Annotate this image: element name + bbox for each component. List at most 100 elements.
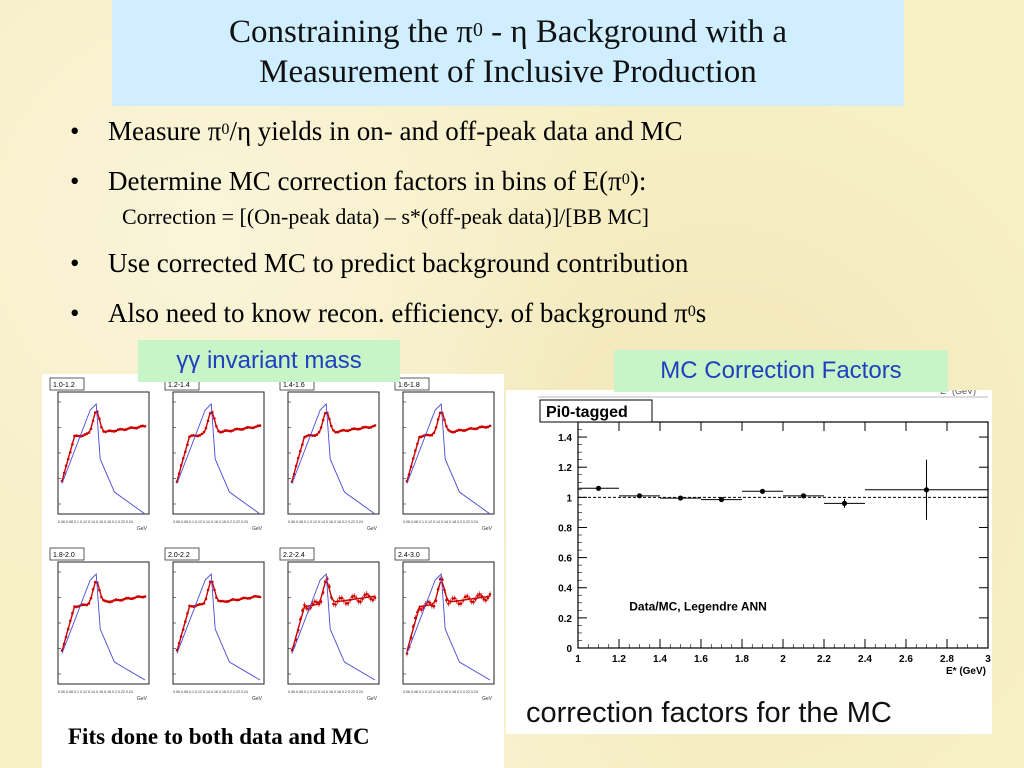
y-tick-label: 0.8 (558, 523, 572, 534)
slide-title: Constraining the π0 - η Background with … (112, 0, 904, 106)
label-mc-correction: MC Correction Factors (614, 350, 948, 392)
title-line-1: Constraining the π0 - η Background with … (229, 14, 787, 50)
mini-plot: 2.0-2.2 0.06 0.08 0.1 0.12 0.14 0.16 0.18… (164, 547, 265, 702)
mini-plot-bin-label: 1.4-1.6 (283, 382, 305, 389)
mini-plot-xunit: GeV (482, 696, 493, 702)
mini-plot-component-curve (406, 402, 491, 515)
bullet-list: • Measure π0/η yields in on- and off-pea… (70, 112, 970, 344)
mini-plot-component-curve (176, 402, 261, 515)
mini-plot-frame (57, 391, 150, 515)
data-point (677, 495, 684, 501)
title-line-2: Measurement of Inclusive Production (259, 54, 757, 90)
mini-plot-fit-curve (61, 411, 146, 482)
mini-plot: 1.8-2.0 0.06 0.08 0.1 0.12 0.14 0.16 0.18… (49, 547, 150, 702)
mini-plot-xunit: GeV (367, 696, 378, 702)
mini-plot-component-curve (406, 572, 491, 681)
mini-plot-frame (287, 391, 380, 515)
mini-plot-xticks: 0.06 0.08 0.1 0.12 0.14 0.16 0.18 0.2 0.… (288, 520, 363, 524)
y-tick-label: 1.2 (558, 463, 572, 474)
data-point (800, 493, 807, 499)
data-point (636, 493, 643, 499)
mini-plot-frame (172, 391, 265, 515)
mini-plot-xunit: GeV (482, 526, 493, 532)
mini-plot-component-curve (291, 402, 376, 515)
x-tick-label: 1.2 (612, 654, 626, 665)
y-tick-label: 0.2 (558, 614, 572, 625)
x-tick-label: 2.2 (817, 654, 831, 665)
mini-plot-bin-label: 1.0-1.2 (53, 382, 75, 389)
data-point (595, 485, 602, 491)
mini-plot-fit-curve (291, 581, 376, 652)
mini-plot-frame (287, 561, 380, 685)
mini-plot-label-box (394, 377, 430, 391)
sub-bullet-formula: Correction = [(On-peak data) – s*(off-pe… (122, 204, 649, 229)
mini-plot: 2.2-2.4 0.06 0.08 0.1 0.12 0.14 0.16 0.18… (279, 547, 380, 702)
x-tick-label: 2.6 (899, 654, 913, 665)
data-point (923, 487, 930, 493)
data-point (759, 488, 766, 494)
mini-plot-xticks: 0.06 0.08 0.1 0.12 0.14 0.16 0.18 0.2 0.… (173, 690, 248, 694)
bullet-item: • Measure π0/η yields in on- and off-pea… (70, 112, 970, 162)
mini-plot: 2.4-3.0 0.06 0.08 0.1 0.12 0.14 0.16 0.18… (394, 547, 495, 702)
mini-plot-frame (172, 561, 265, 685)
y-tick-label: 1.4 (558, 433, 572, 444)
mini-plot-component-curve (61, 572, 146, 681)
x-tick-label: 1 (575, 654, 581, 665)
mini-plot-fit-curve (176, 411, 261, 482)
mini-plot: 1.2-1.4 0.06 0.08 0.1 0.12 0.14 0.16 0.18… (164, 377, 265, 532)
chart-caption: correction factors for the MC (526, 697, 892, 729)
mini-plot-frame (57, 561, 150, 685)
bullet-marker: • (70, 298, 80, 328)
data-point (841, 500, 848, 506)
mini-plot-fit-curve (406, 411, 491, 482)
mini-plot-bin-label: 1.8-2.0 (53, 552, 75, 559)
mini-plot-component-curve (291, 572, 376, 681)
mini-plot-xticks: 0.06 0.08 0.1 0.12 0.14 0.16 0.18 0.2 0.… (288, 690, 363, 694)
bullet-marker: • (70, 166, 80, 196)
mini-plot-component-curve (176, 572, 261, 681)
mini-plot-xunit: GeV (137, 526, 148, 532)
x-tick-label: 1.4 (653, 654, 667, 665)
y-tick-label: 0 (566, 644, 572, 655)
mini-plot-frame (402, 561, 495, 685)
top-axis-label: E* (GeV) (940, 390, 976, 396)
mini-plot-xunit: GeV (252, 526, 263, 532)
x-tick-label: 2.4 (858, 654, 872, 665)
mini-plot-bin-label: 1.2-1.4 (168, 382, 190, 389)
mini-plot: 1.4-1.6 0.06 0.08 0.1 0.12 0.14 0.16 0.18… (279, 377, 380, 532)
mini-plot-label-box (164, 547, 200, 561)
mini-plot: 1.6-1.8 0.06 0.08 0.1 0.12 0.14 0.16 0.18… (394, 377, 495, 532)
mini-plot-fit-curve (176, 581, 261, 652)
mini-plot-xticks: 0.06 0.08 0.1 0.12 0.14 0.16 0.18 0.2 0.… (173, 520, 248, 524)
x-tick-label: 1.6 (694, 654, 708, 665)
chart-title: Pi0-tagged (546, 404, 628, 421)
chart-annotation: Data/MC, Legendre ANN (629, 599, 767, 613)
mini-plot-bin-label: 1.6-1.8 (398, 382, 420, 389)
y-tick-label: 1 (566, 493, 572, 504)
x-tick-label: 2 (780, 654, 786, 665)
bullet-item: • Use corrected MC to predict background… (70, 244, 970, 294)
plot-frame (577, 421, 989, 649)
mini-plot-xticks: 0.06 0.08 0.1 0.12 0.14 0.16 0.18 0.2 0.… (58, 690, 133, 694)
mini-plot-xunit: GeV (137, 696, 148, 702)
mini-plot-label-box (279, 547, 315, 561)
chart-title-box (539, 399, 653, 423)
mini-plot-label-box (49, 547, 85, 561)
mini-plot-bin-label: 2.0-2.2 (168, 552, 190, 559)
label-invariant-mass: γγ invariant mass (138, 340, 400, 382)
x-axis-label: E* (GeV) (946, 666, 986, 677)
y-tick-label: 0.6 (558, 554, 572, 565)
x-tick-label: 1.8 (735, 654, 749, 665)
mini-plot-label-box (49, 377, 85, 391)
bullet-item: • Also need to know recon. efficiency. o… (70, 294, 970, 344)
mini-plot-fit-curve (291, 411, 376, 482)
mini-plot-component-curve (61, 402, 146, 515)
x-tick-label: 2.8 (940, 654, 954, 665)
invariant-mass-plot-grid: 1.0-1.2 0.06 0.08 0.1 0.12 0.14 0.16 0.18… (49, 377, 495, 702)
fits-caption: Fits done to both data and MC (68, 724, 370, 749)
mini-plot-xunit: GeV (252, 696, 263, 702)
mini-plot-xunit: GeV (367, 526, 378, 532)
mini-plot-fit-curve (406, 581, 491, 652)
correction-factor-chart: E* (GeV) Pi0-tagged 0 0.2 0.4 0.6 0.8 1 1.2 1.4 1 1… (526, 386, 991, 729)
mini-plot-fit-curve (61, 581, 146, 652)
